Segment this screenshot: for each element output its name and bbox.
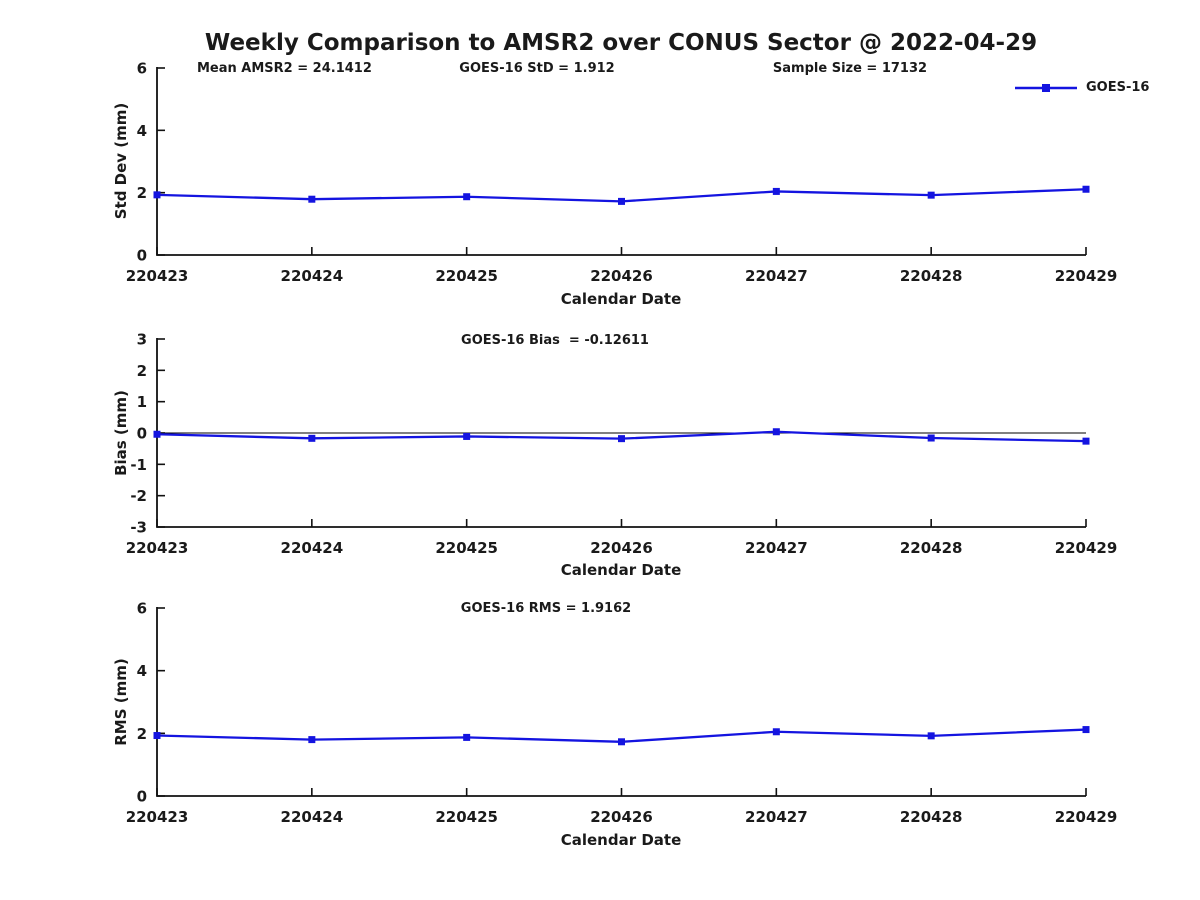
data-point-marker [1082, 185, 1090, 193]
data-point-marker [153, 191, 161, 199]
x-tick-label: 220429 [1055, 267, 1118, 285]
xlabel-calendar-date-1: Calendar Date [560, 290, 682, 308]
data-point-marker [1082, 726, 1090, 734]
data-point-marker [618, 197, 625, 205]
data-point-marker [927, 434, 935, 442]
data-point-marker [463, 193, 471, 201]
annotation-goes16-bias: GOES-16 Bias = -0.12611 [461, 333, 649, 348]
x-tick-label: 220429 [1055, 539, 1118, 557]
annotation-mean-amsr2: Mean AMSR2 = 24.1412 [197, 61, 372, 76]
x-tick-label: 220428 [900, 808, 963, 826]
x-tick-label: 220423 [126, 539, 189, 557]
x-tick-label: 220427 [745, 539, 808, 557]
data-point-marker [308, 736, 316, 744]
y-tick-label: 0 [137, 788, 147, 806]
y-tick-label: 4 [137, 122, 147, 140]
data-point-marker [618, 738, 625, 746]
legend-line-marker-icon [1015, 83, 1077, 92]
data-point-marker [153, 732, 161, 740]
y-tick-label: 6 [137, 600, 147, 618]
y-tick-label: 0 [137, 425, 147, 443]
data-point-marker [463, 733, 471, 741]
data-point-marker [618, 435, 625, 443]
data-point-marker [772, 187, 780, 195]
y-tick-label: 2 [137, 725, 147, 743]
y-tick-label: 1 [137, 393, 147, 411]
y-tick-label: -3 [130, 519, 147, 537]
data-point-marker [772, 728, 780, 736]
data-point-marker [927, 732, 935, 740]
y-tick-label: 3 [137, 331, 147, 349]
x-tick-label: 220428 [900, 267, 963, 285]
x-tick-label: 220423 [126, 808, 189, 826]
annotation-goes16-std: GOES-16 StD = 1.912 [459, 61, 615, 76]
y-tick-label: -2 [130, 487, 147, 505]
ylabel-std-dev: Std Dev (mm) [112, 102, 130, 220]
y-tick-label: 6 [137, 60, 147, 78]
data-point-marker [927, 191, 935, 199]
bias-panel: 3 2 1 0 -1 -2 -3 220423 220424 220425 220426 220427… [126, 331, 1118, 558]
y-tick-label: 2 [137, 184, 147, 202]
data-point-marker [308, 434, 316, 442]
x-tick-label: 220424 [281, 267, 344, 285]
x-tick-label: 220427 [745, 808, 808, 826]
x-tick-label: 220428 [900, 539, 963, 557]
x-tick-label: 220427 [745, 267, 808, 285]
y-tick-label: -1 [130, 456, 147, 474]
axis-lines [156, 67, 1086, 256]
x-tick-label: 220425 [435, 539, 498, 557]
x-tick-label: 220425 [435, 267, 498, 285]
data-point-marker [308, 195, 316, 203]
annotation-sample-size: Sample Size = 17132 [772, 61, 928, 76]
data-point-marker [1082, 437, 1090, 445]
ylabel-rms: RMS (mm) [112, 658, 130, 746]
y-tick-label: 0 [137, 247, 147, 265]
legend: GOES-16 [1015, 80, 1149, 95]
data-point-marker [153, 430, 161, 438]
x-tick-label: 220426 [590, 808, 653, 826]
data-point-marker [463, 432, 471, 440]
x-tick-label: 220425 [435, 808, 498, 826]
data-point-marker [772, 428, 780, 436]
legend-label: GOES-16 [1086, 80, 1150, 95]
x-tick-label: 220423 [126, 267, 189, 285]
annotation-goes16-rms: GOES-16 RMS = 1.9162 [460, 601, 632, 616]
xlabel-calendar-date-3: Calendar Date [560, 831, 682, 849]
x-tick-label: 220424 [281, 539, 344, 557]
xlabel-calendar-date-2: Calendar Date [560, 561, 682, 579]
y-tick-label: 4 [137, 662, 147, 680]
y-tick-label: 2 [137, 362, 147, 380]
x-tick-label: 220424 [281, 808, 344, 826]
figure-title: Weekly Comparison to AMSR2 over CONUS Se… [204, 30, 1038, 56]
std-dev-panel: 0 2 4 6 220423 220424 220425 220426 220427 220428… [126, 60, 1118, 286]
ylabel-bias: Bias (mm) [112, 390, 130, 476]
x-tick-label: 220429 [1055, 808, 1118, 826]
x-tick-label: 220426 [590, 539, 653, 557]
rms-panel: 0 2 4 6 220423 220424 220425 220426 220427 220428… [126, 600, 1118, 827]
x-tick-label: 220426 [590, 267, 653, 285]
axis-lines [156, 607, 1086, 797]
